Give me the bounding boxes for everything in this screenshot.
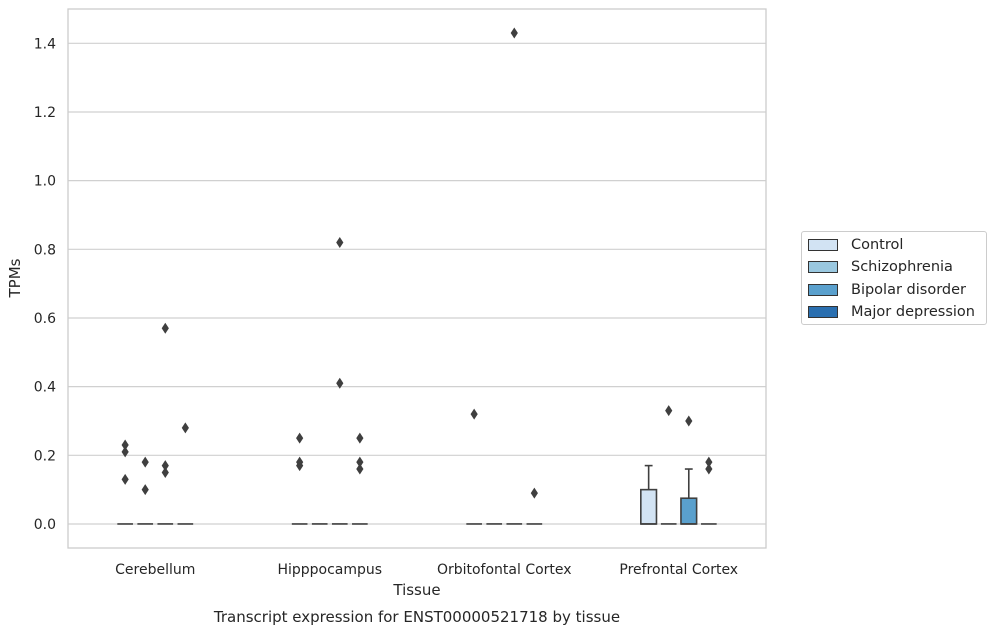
- x-tick-label: Cerebellum: [115, 562, 195, 578]
- box-group: [680, 415, 698, 525]
- outlier-point: [705, 463, 713, 475]
- outlier-point: [356, 463, 364, 475]
- x-axis-label: Tissue: [392, 581, 440, 599]
- y-tick-label: 0.4: [34, 380, 56, 396]
- box-group: [352, 432, 368, 525]
- outlier-point: [161, 322, 169, 334]
- outlier-point: [141, 456, 149, 468]
- outlier-point: [296, 432, 304, 444]
- legend-label-schizophrenia: Schizophrenia: [851, 259, 953, 275]
- outlier-point: [121, 439, 129, 451]
- legend: Control Schizophrenia Bipolar disorder M…: [801, 231, 987, 325]
- legend-swatch-major-depression: [808, 306, 838, 318]
- box-group: [291, 432, 308, 525]
- outlier-point: [530, 487, 538, 499]
- box-group: [466, 408, 482, 525]
- y-tick-label: 0.6: [34, 311, 56, 327]
- chart-title: Transcript expression for ENST0000052171…: [213, 608, 620, 626]
- outlier-point: [296, 456, 304, 468]
- y-axis-label: TPMs: [6, 258, 24, 298]
- x-tick-label: Prefrontal Cortex: [619, 562, 738, 578]
- y-gridlines: [68, 42, 766, 525]
- legend-item-major-depression: Major depression: [808, 302, 975, 322]
- box-group: [117, 439, 133, 525]
- y-tick-label: 1.4: [34, 36, 56, 52]
- legend-swatch-schizophrenia: [808, 261, 838, 273]
- y-tick-label: 1.0: [34, 174, 56, 190]
- outlier-point: [685, 415, 693, 427]
- box-group: [177, 422, 194, 525]
- legend-item-control: Control: [808, 235, 903, 255]
- outlier-point: [705, 456, 713, 468]
- outlier-point: [161, 460, 169, 472]
- box-group: [526, 487, 543, 525]
- legend-label-bipolar-disorder: Bipolar disorder: [851, 282, 966, 298]
- legend-label-control: Control: [851, 237, 904, 253]
- box-group: [137, 456, 154, 525]
- legend-item-bipolar-disorder: Bipolar disorder: [808, 280, 966, 300]
- y-tick-label: 1.2: [34, 105, 56, 121]
- box: [640, 488, 658, 525]
- outlier-point: [510, 27, 518, 39]
- box-group: [640, 464, 658, 525]
- outlier-point: [141, 484, 149, 496]
- outlier-point: [665, 405, 673, 417]
- y-tick-label: 0.2: [34, 448, 56, 464]
- y-tick-labels: 0.0 0.2 0.4 0.6 0.8 1.0 1.2 1.4: [34, 36, 56, 533]
- outlier-point: [336, 236, 344, 248]
- box-group: [506, 27, 523, 525]
- x-tick-label: Orbitofontal Cortex: [437, 562, 572, 578]
- y-tick-label: 0.0: [34, 517, 56, 533]
- outlier-point: [356, 432, 364, 444]
- outlier-point: [181, 422, 189, 434]
- box-group: [331, 236, 348, 525]
- legend-item-schizophrenia: Schizophrenia: [808, 257, 953, 277]
- outlier-point: [161, 466, 169, 478]
- box: [680, 497, 698, 525]
- box-marks: [117, 27, 717, 525]
- plot-frame: [67, 8, 767, 549]
- outlier-point: [470, 408, 478, 420]
- outlier-point: [121, 473, 129, 485]
- x-tick-label: Hipppocampus: [277, 562, 382, 578]
- outlier-point: [336, 377, 344, 389]
- box-group: [157, 322, 174, 525]
- legend-label-major-depression: Major depression: [851, 304, 975, 320]
- box-group: [660, 405, 677, 525]
- y-tick-label: 0.8: [34, 242, 56, 258]
- outlier-point: [356, 456, 364, 468]
- box-group: [701, 456, 717, 525]
- outlier-point: [121, 446, 129, 458]
- x-tick-labels: Cerebellum Hipppocampus Orbitofontal Corte…: [115, 562, 738, 578]
- legend-swatch-control: [808, 239, 838, 251]
- legend-swatch-bipolar-disorder: [808, 284, 838, 296]
